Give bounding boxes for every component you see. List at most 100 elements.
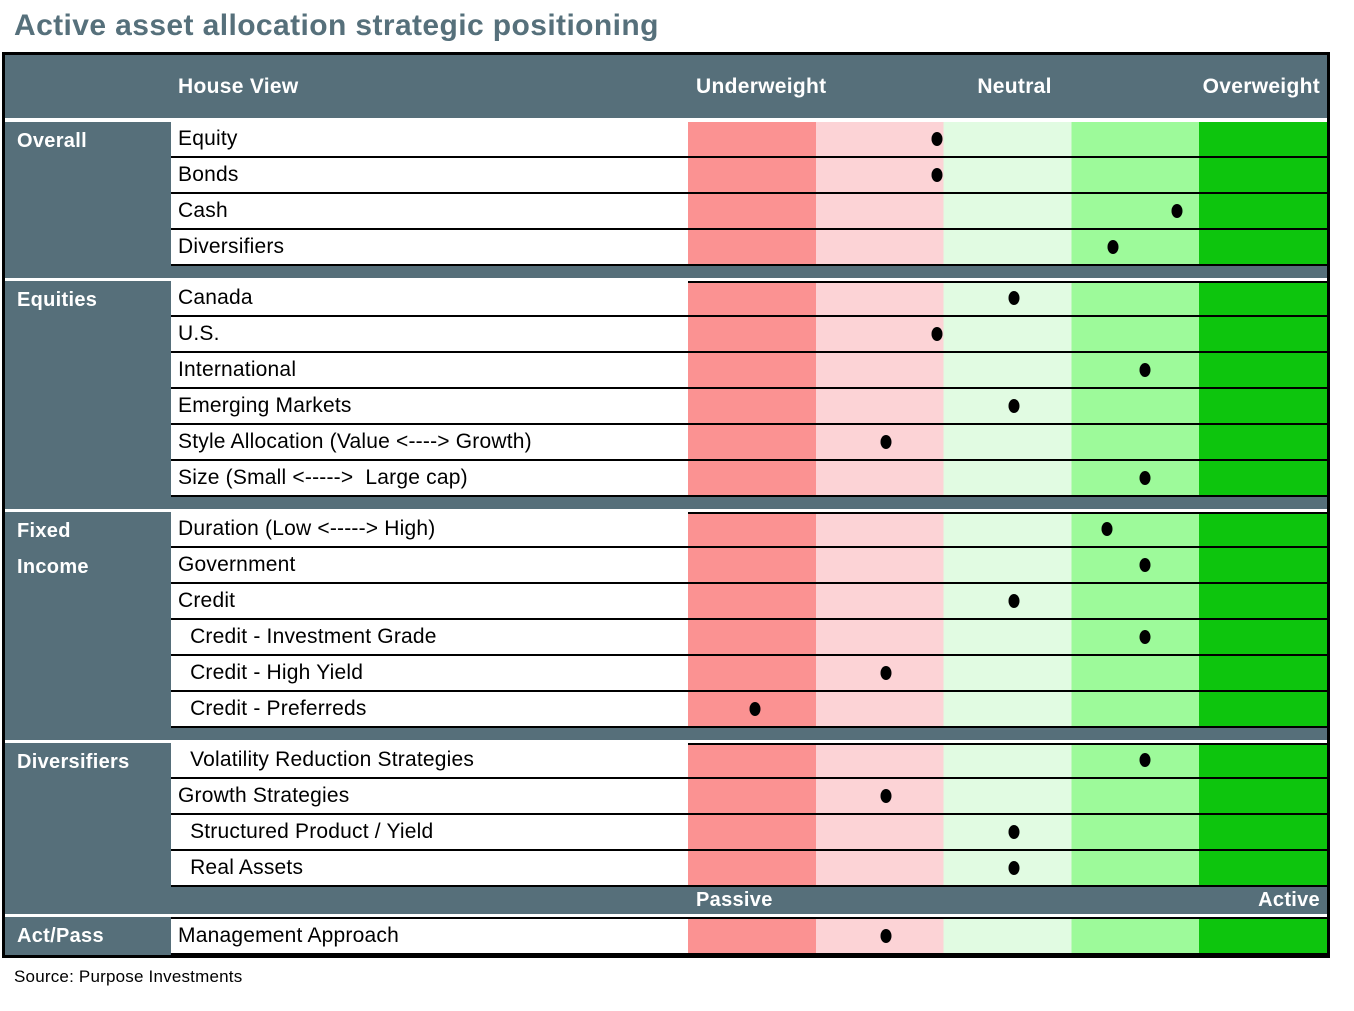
table-row: Duration (Low <-----> High): [171, 512, 1327, 548]
position-dot: [880, 929, 892, 943]
row-label-cell: Credit - High Yield: [171, 656, 688, 690]
header-underweight: Underweight: [696, 74, 827, 98]
group-rows: Duration (Low <-----> High) Government Cre…: [171, 512, 1327, 728]
row-label: Growth Strategies: [178, 784, 350, 807]
table-row: Style Allocation (Value <----> Growth): [171, 425, 1327, 461]
group-label-text: Equities: [17, 289, 98, 311]
row-label: U.S.: [178, 322, 220, 345]
position-dot: [1139, 630, 1151, 644]
position-dot: [880, 789, 892, 803]
position-dot: [1139, 363, 1151, 377]
row-label-cell: Size (Small <-----> Large cap): [171, 461, 688, 495]
position-dot: [1008, 291, 1020, 305]
gradient-strip: [688, 353, 1327, 387]
position-dot: [1008, 594, 1020, 608]
scale-bar-labels: Passive Active: [688, 889, 1327, 912]
row-label: Government: [178, 553, 296, 576]
table-row: Bonds: [171, 158, 1327, 194]
gradient-strip: [688, 779, 1327, 813]
row-label: Size (Small <-----> Large cap): [178, 466, 468, 489]
gradient-strip: [688, 389, 1327, 423]
gradient-strip: [688, 620, 1327, 654]
scale-bar-passive-label: Passive: [696, 889, 773, 911]
position-dot: [1139, 558, 1151, 572]
row-label-cell: U.S.: [171, 317, 688, 351]
row-label-cell: Cash: [171, 194, 688, 228]
gradient-strip: [688, 194, 1327, 228]
table-row: Diversifiers: [171, 230, 1327, 266]
group-label-equities: Equities: [5, 281, 171, 497]
group-label-act-pass: Act/Pass: [5, 917, 171, 955]
gradient-strip: [688, 548, 1327, 582]
header-row: House View Underweight Neutral Overweigh…: [5, 55, 1327, 122]
row-label-cell: Credit - Preferreds: [171, 692, 688, 726]
gradient-strip: [688, 317, 1327, 351]
table-row: Government: [171, 548, 1327, 584]
gradient-strip: [688, 230, 1327, 264]
header-scale-labels: Underweight Neutral Overweight: [688, 75, 1327, 99]
row-label-cell: Government: [171, 548, 688, 582]
group-rows: Equity Bonds Cash Diversifiers: [171, 122, 1327, 266]
scale-bar: Passive Active: [5, 887, 1327, 917]
group-act-pass: Act/Pass Management Approach: [5, 917, 1327, 955]
row-label-cell: Equity: [171, 122, 688, 156]
table-row: Management Approach: [171, 917, 1327, 955]
gradient-strip: [688, 122, 1327, 156]
page-title: Active asset allocation strategic positi…: [14, 9, 659, 42]
group-rows: Canada U.S. International Emerging Markets S…: [171, 281, 1327, 497]
table-row: Emerging Markets: [171, 389, 1327, 425]
gradient-strip: [688, 512, 1327, 546]
position-dot: [931, 327, 943, 341]
position-dot: [880, 435, 892, 449]
row-label-cell: Structured Product / Yield: [171, 815, 688, 849]
group-rows: Volatility Reduction Strategies Growth St…: [171, 743, 1327, 887]
row-label-cell: Diversifiers: [171, 230, 688, 264]
table-row: Cash: [171, 194, 1327, 230]
row-label: Credit - Preferreds: [178, 697, 367, 720]
row-label: Diversifiers: [178, 235, 285, 258]
table-row: Volatility Reduction Strategies: [171, 743, 1327, 779]
row-label: Duration (Low <-----> High): [178, 517, 436, 540]
position-dot: [1008, 825, 1020, 839]
row-label: Credit - Investment Grade: [178, 625, 437, 648]
group-separator: [5, 497, 1327, 512]
position-dot: [1008, 861, 1020, 875]
table-row: Size (Small <-----> Large cap): [171, 461, 1327, 497]
gradient-strip: [688, 461, 1327, 495]
position-dot: [1139, 471, 1151, 485]
row-label: Bonds: [178, 163, 239, 186]
position-dot: [1139, 753, 1151, 767]
group-separator: [5, 266, 1327, 281]
gradient-strip: [688, 743, 1327, 777]
group-overall: Overall Equity Bonds Cash Diversifiers: [5, 122, 1327, 266]
gradient-strip: [688, 584, 1327, 618]
position-dot: [1101, 522, 1113, 536]
position-dot: [880, 666, 892, 680]
row-label-cell: Credit: [171, 584, 688, 618]
group-label-overall: Overall: [5, 122, 171, 266]
group-label-text: Act/Pass: [17, 925, 104, 947]
table-row: Growth Strategies: [171, 779, 1327, 815]
scale-bar-active-label: Active: [1258, 889, 1320, 911]
row-label: Credit: [178, 589, 236, 612]
table-row: Credit - Preferreds: [171, 692, 1327, 728]
gradient-strip: [688, 158, 1327, 192]
row-label-cell: Real Assets: [171, 851, 688, 885]
table-row: Real Assets: [171, 851, 1327, 887]
gradient-strip: [688, 656, 1327, 690]
row-label: Emerging Markets: [178, 394, 352, 417]
table-row: Credit - High Yield: [171, 656, 1327, 692]
row-label-cell: Canada: [171, 281, 688, 315]
group-label-text: Overall: [17, 130, 87, 152]
positioning-table: House View Underweight Neutral Overweigh…: [2, 52, 1330, 958]
gradient-strip: [688, 281, 1327, 315]
row-label: Real Assets: [178, 856, 304, 879]
row-label: International: [178, 358, 297, 381]
group-rows: Management Approach: [171, 917, 1327, 955]
gradient-strip: [688, 851, 1327, 885]
row-label: Cash: [178, 199, 228, 222]
gradient-strip: [688, 425, 1327, 459]
position-dot: [1107, 240, 1119, 254]
row-label-cell: International: [171, 353, 688, 387]
header-overweight: Overweight: [1202, 74, 1320, 98]
